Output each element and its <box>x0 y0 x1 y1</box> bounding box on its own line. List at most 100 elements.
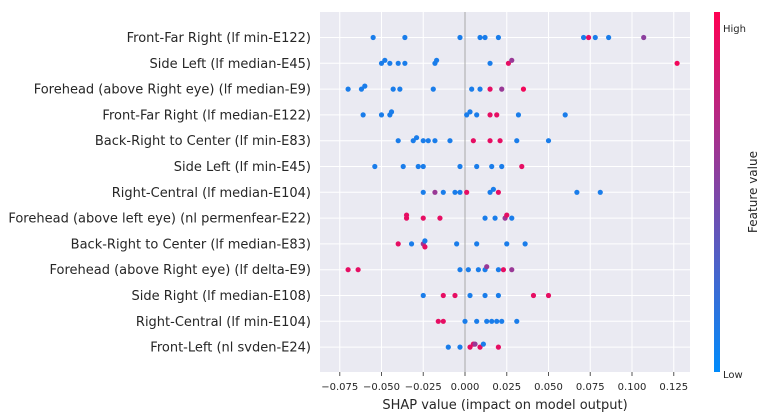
shap-point <box>437 215 443 221</box>
shap-point <box>505 60 512 66</box>
shap-point <box>402 34 408 41</box>
feature-label: Back-Right to Center (lf min-E83) <box>95 134 311 149</box>
shap-point <box>504 241 510 247</box>
x-tick-label: 0.125 <box>659 382 688 393</box>
shap-point <box>494 112 500 118</box>
shap-point <box>474 163 480 170</box>
x-axis-title: SHAP value (impact on model output) <box>382 398 627 413</box>
shap-point <box>415 163 421 170</box>
shap-point <box>562 112 568 118</box>
shap-point <box>495 34 501 41</box>
shap-point <box>422 238 428 244</box>
shap-point <box>519 163 525 170</box>
shap-point <box>457 34 463 41</box>
shap-point <box>467 344 473 350</box>
shap-point <box>487 112 493 118</box>
shap-point <box>489 318 495 324</box>
shap-point <box>482 215 488 221</box>
shap-point <box>482 34 488 41</box>
shap-point <box>457 189 463 195</box>
shap-point <box>545 292 552 299</box>
colorbar <box>714 12 720 372</box>
shap-point <box>362 83 368 89</box>
shap-point <box>420 292 426 299</box>
shap-point <box>477 34 483 41</box>
shap-point <box>462 318 468 324</box>
shap-point <box>440 189 446 195</box>
shap-point <box>514 138 520 144</box>
shap-point <box>477 86 483 92</box>
shap-point <box>495 267 501 273</box>
shap-point <box>495 344 501 350</box>
shap-point <box>474 318 480 324</box>
x-tick-label: 0.075 <box>576 382 605 393</box>
shap-point <box>499 318 505 324</box>
shap-point <box>425 138 431 144</box>
shap-point <box>432 189 438 195</box>
feature-label: Forehead (above left eye) (nl permenfear… <box>8 212 311 227</box>
shap-point <box>395 60 401 66</box>
shap-point <box>467 109 473 115</box>
shap-point <box>487 138 493 144</box>
shap-point <box>420 138 426 144</box>
shap-point <box>355 267 361 273</box>
shap-point <box>465 267 471 273</box>
shap-point <box>403 212 410 218</box>
shap-point <box>457 267 463 273</box>
shap-point <box>509 215 515 221</box>
shap-point <box>464 112 470 118</box>
feature-label: Right-Central (lf median-E104) <box>112 186 311 201</box>
x-tick-label: 0.100 <box>618 382 647 393</box>
shap-point <box>345 267 351 273</box>
shap-point <box>464 189 470 195</box>
shap-point <box>378 60 385 66</box>
shap-point <box>390 86 396 92</box>
shap-point <box>484 264 490 270</box>
shap-point <box>504 212 510 218</box>
shap-point <box>580 34 587 41</box>
feature-label: Front-Left (nl svden-E24) <box>150 341 311 356</box>
shap-point <box>358 86 365 92</box>
shap-point <box>372 163 378 170</box>
feature-labels: Front-Far Right (lf min-E122) Side Left (… <box>8 31 311 356</box>
x-tick-label: 0.000 <box>451 382 480 393</box>
shap-point <box>509 267 515 273</box>
shap-point <box>387 60 393 66</box>
shap-point <box>597 189 603 195</box>
shap-point <box>509 57 515 63</box>
colorbar-high-label: High <box>723 24 746 35</box>
shap-point <box>489 163 495 170</box>
shap-point <box>606 34 612 41</box>
shap-point <box>585 34 592 41</box>
shap-point <box>430 86 436 92</box>
shap-point <box>514 318 520 324</box>
x-tick-label: −0.025 <box>405 382 442 393</box>
x-tick-label: 0.025 <box>492 382 521 393</box>
shap-point <box>410 138 416 144</box>
shap-point <box>447 138 453 144</box>
shap-point <box>452 189 458 195</box>
feature-label: Side Left (lf min-E45) <box>174 160 311 175</box>
shap-point <box>487 189 493 195</box>
shap-point <box>434 57 440 63</box>
shap-point <box>452 292 458 299</box>
shap-point <box>487 60 493 66</box>
shap-point <box>408 241 415 247</box>
shap-point <box>345 86 351 92</box>
shap-point <box>440 318 446 324</box>
shap-point <box>470 138 476 144</box>
x-tick-label: −0.050 <box>363 382 400 393</box>
feature-label: Forehead (above Right eye) (lf delta-E9) <box>49 263 311 278</box>
feature-label: Right-Central (lf min-E104) <box>136 315 311 330</box>
shap-point <box>474 241 480 247</box>
shap-point <box>530 292 537 299</box>
shap-point <box>457 344 463 350</box>
shap-point <box>500 267 507 273</box>
feature-label: Back-Right to Center (lf median-E83) <box>71 237 311 252</box>
shap-point <box>495 189 501 195</box>
shap-point <box>474 112 480 118</box>
shap-point <box>397 86 403 92</box>
shap-point <box>495 292 501 299</box>
shap-point <box>484 318 490 324</box>
